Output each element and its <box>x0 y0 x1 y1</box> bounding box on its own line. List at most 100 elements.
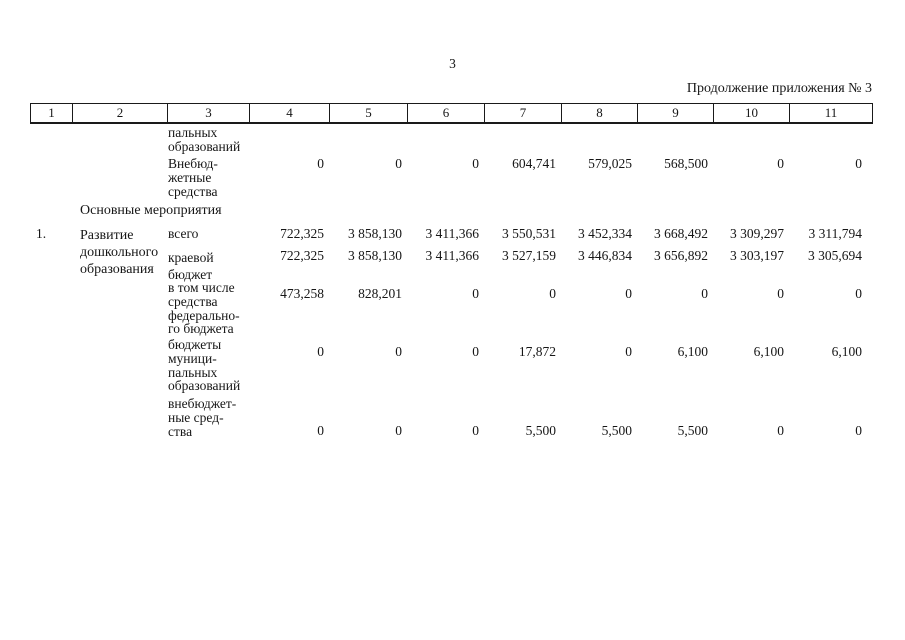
header-cell-1: 1 <box>31 104 73 122</box>
label-line: пальных <box>168 125 218 140</box>
value-cell-4: 0 <box>317 156 324 171</box>
value-cell-5: 3 858,130 <box>348 248 402 263</box>
cell-funding-label: пальных образований <box>168 126 250 154</box>
value-cell-8: 5,500 <box>601 423 632 438</box>
value-cell-11: 0 <box>855 286 862 301</box>
value-cell-7: 0 <box>549 286 556 301</box>
value-cell-7: 3 550,531 <box>502 226 556 241</box>
cell-item-number: 1. <box>36 226 47 241</box>
cell-funding-label: краевой бюджет <box>168 249 250 283</box>
value-cell-8: 3 446,834 <box>578 248 632 263</box>
label-line: федерально- <box>168 307 240 323</box>
value-cell-11: 0 <box>855 156 862 171</box>
value-cell-6: 0 <box>472 156 479 171</box>
value-cell-5: 828,201 <box>358 286 402 301</box>
value-cell-6: 0 <box>472 423 479 438</box>
value-cell-9: 0 <box>701 286 708 301</box>
value-cell-9: 6,100 <box>677 344 708 359</box>
label-line: средства <box>168 293 218 309</box>
value-cell-10: 0 <box>777 423 784 438</box>
value-cell-7: 17,872 <box>518 344 556 359</box>
label-line: средства <box>168 183 218 199</box>
cell-funding-label: в том числе средства федерально- го бюдж… <box>168 281 250 336</box>
value-cell-9: 5,500 <box>677 423 708 438</box>
table-row-federal-funds: в том числе средства федерально- го бюдж… <box>31 281 872 336</box>
value-cell-6: 0 <box>472 344 479 359</box>
label-line: образований <box>168 138 241 154</box>
value-cell-4: 0 <box>317 344 324 359</box>
label-line: всего <box>168 226 199 241</box>
value-cell-4: 473,258 <box>280 286 324 301</box>
value-cell-4: 0 <box>317 423 324 438</box>
label-line: жетные <box>168 169 212 185</box>
value-cell-10: 0 <box>777 286 784 301</box>
value-cell-8: 579,025 <box>588 156 632 171</box>
table-row-total: 1. Развитие дошкольного образования всег… <box>31 227 872 278</box>
section-title: Основные мероприятия <box>80 203 222 218</box>
cell-funding-label: внебюджет- ные сред- ства <box>168 397 250 438</box>
header-cell-3: 3 <box>168 104 250 122</box>
label-line: бюджеты <box>168 337 222 352</box>
value-cell-7: 5,500 <box>525 423 556 438</box>
table-row-extrabudget-funds: внебюджет- ные сред- ства 0 0 0 5,500 5,… <box>31 397 872 438</box>
value-cell-4: 722,325 <box>280 226 324 241</box>
value-cell-4: 722,325 <box>280 248 324 263</box>
cell-funding-label: всего <box>168 227 250 241</box>
continuation-note: Продолжение приложения № 3 <box>686 81 872 96</box>
header-cell-9: 9 <box>638 104 714 122</box>
value-cell-9: 568,500 <box>664 156 708 171</box>
name-line: образования <box>80 262 154 277</box>
value-cell-5: 3 858,130 <box>348 226 402 241</box>
table-header-row: 1 2 3 4 5 6 7 8 9 10 11 <box>30 103 873 124</box>
value-cell-10: 6,100 <box>753 344 784 359</box>
label-line: образований <box>168 378 241 394</box>
value-cell-11: 6,100 <box>831 344 862 359</box>
name-line: Развитие <box>80 228 134 243</box>
value-cell-5: 0 <box>395 423 402 438</box>
label-line: муници- <box>168 350 217 366</box>
value-cell-10: 3 303,197 <box>730 248 784 263</box>
label-line: ства <box>168 423 193 439</box>
cell-funding-label: Внебюд- жетные средства <box>168 157 250 198</box>
label-line: внебюджет- <box>168 396 237 411</box>
header-cell-7: 7 <box>485 104 562 122</box>
cell-funding-label: бюджеты муници- пальных образований <box>168 338 250 393</box>
value-cell-6: 3 411,366 <box>425 248 480 263</box>
label-line: в том числе <box>168 280 235 295</box>
value-cell-10: 0 <box>777 156 784 171</box>
label-line: Внебюд- <box>168 156 218 171</box>
header-cell-8: 8 <box>562 104 638 122</box>
label-line: го бюджета <box>168 321 234 337</box>
value-cell-11: 0 <box>855 423 862 438</box>
value-cell-7: 3 527,159 <box>502 248 556 263</box>
table-row-extrabudget: Внебюд- жетные средства 0 0 0 604,741 57… <box>31 157 872 198</box>
value-cell-11: 3 311,794 <box>808 226 863 241</box>
value-cell-5: 0 <box>395 344 402 359</box>
value-cell-10: 3 309,297 <box>730 226 784 241</box>
header-cell-4: 4 <box>250 104 330 122</box>
table-row-carryover: пальных образований <box>31 126 872 154</box>
cell-item-name: Развитие дошкольного образования <box>73 227 168 278</box>
value-cell-6: 3 411,366 <box>425 226 480 241</box>
value-cell-8: 3 452,334 <box>578 226 632 241</box>
header-cell-5: 5 <box>330 104 408 122</box>
value-cell-8: 0 <box>625 286 632 301</box>
table-row-municipal-budgets: бюджеты муници- пальных образований 0 0 … <box>31 338 872 393</box>
header-cell-10: 10 <box>714 104 790 122</box>
value-cell-11: 3 305,694 <box>808 248 862 263</box>
label-line: пальных <box>168 364 218 380</box>
name-line: дошкольного <box>80 245 159 260</box>
header-cell-11: 11 <box>824 105 838 120</box>
label-line: ные сред- <box>168 409 224 425</box>
value-cell-9: 3 656,892 <box>654 248 708 263</box>
value-cell-6: 0 <box>472 286 479 301</box>
table-row-regional-budget: краевой бюджет 722,325 3 858,130 3 411,3… <box>31 249 872 283</box>
label-line: краевой <box>168 250 214 265</box>
value-cell-5: 0 <box>395 156 402 171</box>
value-cell-8: 0 <box>625 344 632 359</box>
label-line: бюджет <box>168 267 213 282</box>
value-cell-7: 604,741 <box>512 156 556 171</box>
header-cell-6: 6 <box>408 104 485 122</box>
header-cell-2: 2 <box>73 104 168 122</box>
